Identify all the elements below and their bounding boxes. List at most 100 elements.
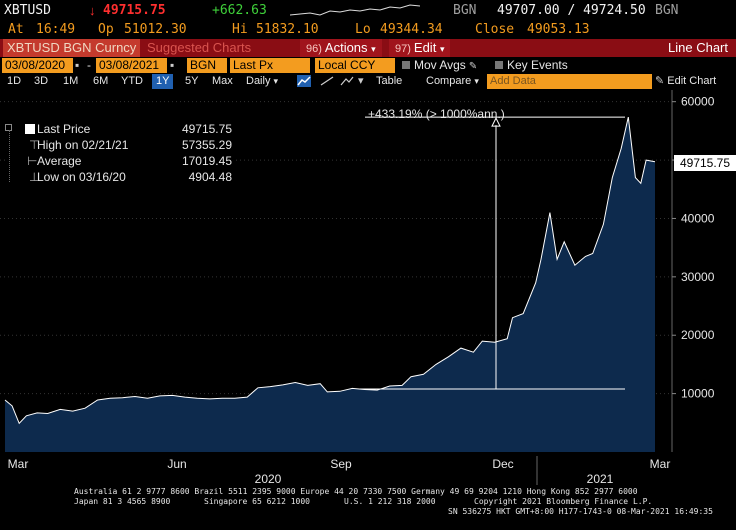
legend-label: Average bbox=[37, 154, 82, 168]
legend-label: Last Price bbox=[37, 122, 91, 136]
open-value: 51012.30 bbox=[124, 22, 187, 37]
compare-dropdown[interactable]: Compare ▾ bbox=[426, 74, 479, 89]
edit-chart-label: Edit Chart bbox=[667, 75, 717, 87]
checkbox-icon bbox=[402, 61, 410, 69]
edit-number: 97) bbox=[395, 43, 411, 55]
pencil-icon[interactable]: ✎ bbox=[468, 61, 478, 72]
calendar-icon[interactable]: ▪ bbox=[75, 58, 80, 72]
ticker-symbol: XBTUSD bbox=[4, 3, 51, 18]
checkbox-icon bbox=[495, 61, 503, 69]
legend-label: Low on 03/16/20 bbox=[37, 170, 126, 184]
compare-label: Compare bbox=[426, 75, 472, 87]
frequency-dropdown[interactable]: Daily ▾ bbox=[246, 74, 278, 89]
edit-menu-button[interactable]: 97) Edit ▾ bbox=[389, 39, 451, 57]
high-value: 51832.10 bbox=[256, 22, 319, 37]
legend-last-price: Last Price 49715.75 bbox=[5, 122, 235, 138]
open-label: Op bbox=[98, 22, 114, 37]
at-label: At bbox=[8, 22, 24, 37]
change-measurement bbox=[360, 116, 625, 390]
end-date-field[interactable]: 03/08/2021 bbox=[96, 58, 167, 73]
legend-low: ⊥ Low on 03/16/20 4904.48 bbox=[5, 170, 235, 186]
legend-value: 49715.75 bbox=[181, 122, 232, 136]
footer-session: SN 536275 HKT GMT+8:00 H177-1743-0 08-Ma… bbox=[448, 507, 713, 516]
average-marker-icon: ⊢ bbox=[27, 154, 38, 168]
footer-copyright: Copyright 2021 Bloomberg Finance L.P. bbox=[474, 497, 653, 506]
y-tick-label: 40000 bbox=[681, 211, 715, 225]
period-max[interactable]: Max bbox=[212, 75, 233, 87]
quote-source-2: BGN bbox=[655, 3, 679, 18]
suggested-charts-link[interactable]: Suggested Charts bbox=[147, 40, 252, 55]
date-separator: - bbox=[87, 58, 91, 72]
add-data-input[interactable]: Add Data bbox=[487, 74, 652, 89]
close-label: Close bbox=[475, 22, 515, 37]
period-1d[interactable]: 1D bbox=[7, 75, 22, 87]
period-3d[interactable]: 3D bbox=[34, 75, 49, 87]
price-change: +662.63 bbox=[212, 3, 267, 18]
actions-menu-button[interactable]: 96) Actions ▾ bbox=[300, 39, 382, 57]
change-annotation: +433.19% (> 1000%ann.) bbox=[368, 107, 505, 121]
low-value: 49344.34 bbox=[380, 22, 443, 37]
edit-label: Edit bbox=[413, 40, 437, 55]
legend-value: 4904.48 bbox=[188, 170, 232, 184]
function-title-bar: XBTUSD BGN Curncy Suggested Charts 96) Ac… bbox=[0, 39, 736, 57]
collapse-toggle-icon[interactable] bbox=[5, 124, 12, 131]
quote-header: XBTUSD ↓ 49715.75 +662.63 BGN 49707.00 /… bbox=[0, 0, 736, 21]
year-label: 2020 bbox=[255, 472, 282, 485]
footer-phone-us: U.S. 1 212 318 2000 bbox=[344, 497, 436, 506]
period-ytd[interactable]: YTD bbox=[121, 75, 143, 87]
chevron-down-icon: ▾ bbox=[439, 44, 445, 54]
bid-ask: 49707.00 / 49724.50 bbox=[497, 3, 646, 18]
key-events-toggle[interactable]: Key Events bbox=[495, 58, 568, 73]
field-selector[interactable]: Last Px bbox=[230, 58, 310, 73]
y-tick-label: 30000 bbox=[681, 270, 715, 284]
last-price: 49715.75 bbox=[103, 3, 166, 18]
security-title[interactable]: XBTUSD BGN Curncy bbox=[3, 39, 141, 57]
period-5y[interactable]: 5Y bbox=[185, 75, 199, 87]
chevron-down-icon: ▾ bbox=[474, 76, 479, 86]
x-axis-labels: Mar Jun Sep Dec Mar bbox=[8, 457, 671, 471]
period-1y[interactable]: 1Y bbox=[152, 74, 174, 89]
calendar-icon[interactable]: ▪ bbox=[170, 58, 175, 72]
y-tick-label: 20000 bbox=[681, 328, 715, 342]
chart-settings-row: 03/08/2020 ▪ - 03/08/2021 ▪ BGN Last Px … bbox=[0, 57, 736, 73]
pencil-icon: ✎ bbox=[655, 75, 665, 87]
legend-average: ⊢ Average 17019.45 bbox=[5, 154, 235, 170]
down-arrow-icon: ↓ bbox=[89, 3, 96, 18]
footer-phones: Australia 61 2 9777 8600 Brazil 5511 239… bbox=[74, 487, 638, 496]
footer-phone-singapore: Singapore 65 6212 1000 bbox=[204, 497, 310, 506]
chevron-down-icon: ▾ bbox=[273, 76, 279, 86]
actions-number: 96) bbox=[306, 43, 322, 55]
mov-avgs-label: Mov Avgs bbox=[414, 58, 466, 72]
y-tick-label: 60000 bbox=[681, 95, 715, 109]
y-axis-labels: 100002000030000400005000060000 bbox=[672, 95, 715, 401]
trend-line-icon[interactable] bbox=[320, 75, 334, 87]
chevron-down-icon: ▾ bbox=[371, 44, 376, 54]
legend-high: ⊤ High on 02/21/21 57355.29 bbox=[5, 138, 235, 154]
period-6m[interactable]: 6M bbox=[93, 75, 109, 87]
currency-selector[interactable]: Local CCY bbox=[315, 58, 395, 73]
legend-label: High on 02/21/21 bbox=[37, 138, 129, 152]
key-events-label: Key Events bbox=[507, 58, 568, 72]
line-chart-icon[interactable] bbox=[297, 75, 311, 87]
x-tick-label: Jun bbox=[167, 457, 186, 471]
year-labels: 2020 2021 bbox=[255, 456, 614, 485]
x-tick-label: Sep bbox=[330, 457, 352, 471]
legend-value: 17019.45 bbox=[181, 154, 232, 168]
annotate-icon[interactable] bbox=[340, 75, 354, 87]
price-line bbox=[4, 116, 656, 425]
close-value: 49053.13 bbox=[527, 22, 590, 37]
arrow-up-icon bbox=[491, 117, 501, 127]
legend-value: 57355.29 bbox=[181, 138, 232, 152]
x-tick-label: Dec bbox=[492, 457, 513, 471]
period-1m[interactable]: 1M bbox=[63, 75, 79, 87]
table-button[interactable]: Table bbox=[376, 75, 403, 87]
source-field[interactable]: BGN bbox=[187, 58, 227, 73]
low-marker-icon: ⊥ bbox=[29, 170, 40, 184]
edit-chart-button[interactable]: ✎ Edit Chart bbox=[655, 74, 716, 89]
last-price-tag: 49715.75 bbox=[674, 155, 736, 171]
low-label: Lo bbox=[355, 22, 371, 37]
chart-legend[interactable]: Last Price 49715.75 ⊤ High on 02/21/21 5… bbox=[5, 118, 235, 187]
mov-avgs-toggle[interactable]: Mov Avgs ✎ bbox=[402, 58, 477, 73]
start-date-field[interactable]: 03/08/2020 bbox=[2, 58, 73, 73]
chevron-down-icon[interactable]: ▾ bbox=[358, 75, 364, 87]
